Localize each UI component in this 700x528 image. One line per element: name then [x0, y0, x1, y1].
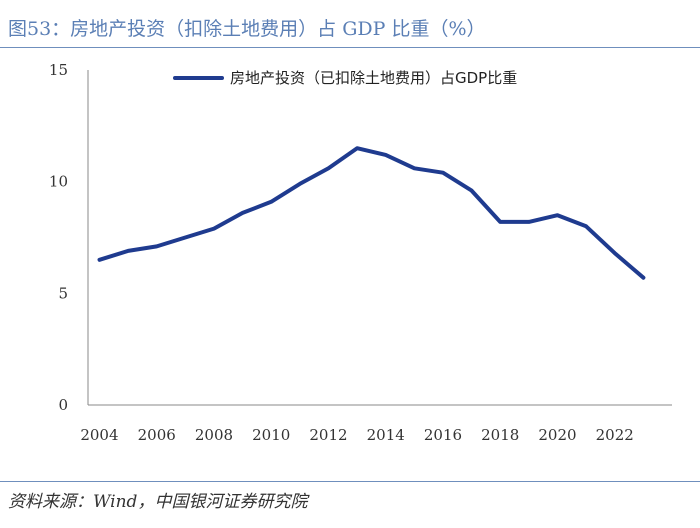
x-tick-labels: 2004 2006 2008 2010 2012 2014 2016 2018 2020 2022 — [80, 426, 633, 444]
data-point — [584, 224, 588, 228]
legend: 房地产投资（已扣除土地费用）占GDP比重 — [173, 69, 517, 87]
data-point — [470, 189, 474, 193]
x-tick-label: 2014 — [367, 426, 405, 444]
x-tick-label: 2012 — [309, 426, 347, 444]
legend-label: 房地产投资（已扣除土地费用）占GDP比重 — [230, 69, 517, 87]
y-tick-label: 15 — [49, 61, 68, 79]
data-point — [241, 211, 245, 215]
series-line — [97, 146, 646, 280]
data-point — [97, 258, 101, 262]
data-point — [412, 166, 416, 170]
y-tick-label: 10 — [49, 173, 68, 191]
data-point — [641, 276, 645, 280]
x-tick-label: 2018 — [481, 426, 519, 444]
data-point — [384, 153, 388, 157]
y-tick-label: 0 — [58, 396, 68, 414]
data-point — [326, 166, 330, 170]
top-divider — [0, 47, 700, 48]
chart-title: 图53：房地产投资（扣除土地费用）占 GDP 比重（%） — [8, 18, 486, 40]
y-tick-label: 5 — [58, 284, 68, 302]
x-tick-label: 2008 — [195, 426, 233, 444]
series-group — [97, 146, 646, 280]
data-point — [298, 182, 302, 186]
data-point — [527, 220, 531, 224]
data-point — [498, 220, 502, 224]
data-point — [155, 244, 159, 248]
data-point — [441, 171, 445, 175]
data-point — [212, 227, 216, 231]
x-tick-label: 2010 — [252, 426, 290, 444]
bottom-divider — [0, 481, 700, 482]
y-tick-labels: 0 5 10 15 — [49, 61, 68, 414]
x-tick-label: 2020 — [538, 426, 576, 444]
source-note: 资料来源：Wind，中国银河证券研究院 — [8, 492, 308, 512]
axes — [87, 70, 672, 406]
data-point — [555, 213, 559, 217]
data-point — [613, 251, 617, 255]
data-point — [126, 249, 130, 253]
data-point — [355, 146, 359, 150]
x-tick-label: 2006 — [138, 426, 176, 444]
x-tick-label: 2022 — [596, 426, 634, 444]
x-tick-label: 2016 — [424, 426, 462, 444]
x-tick-label: 2004 — [80, 426, 118, 444]
data-point — [269, 200, 273, 204]
data-point — [183, 236, 187, 239]
